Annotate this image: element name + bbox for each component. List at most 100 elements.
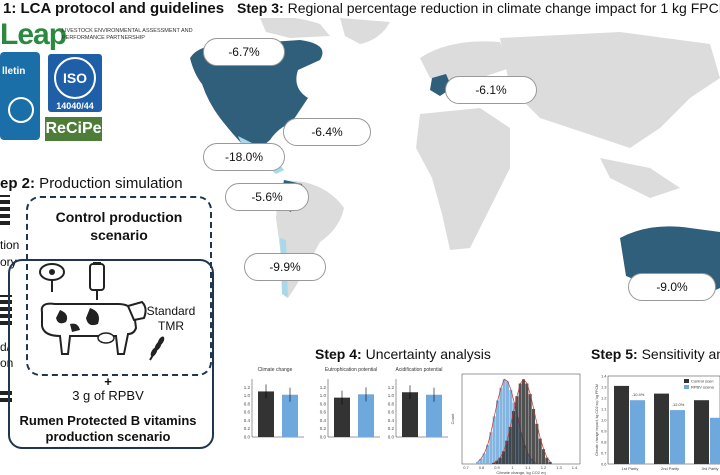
bar <box>654 393 669 464</box>
histogram-bar <box>489 432 493 464</box>
southeast-asia <box>600 158 680 198</box>
y-tick-label: 1.2 <box>320 385 327 390</box>
step4-title: Step 4: Uncertainty analysis <box>315 346 491 362</box>
histogram-bar <box>515 396 519 464</box>
histogram-bar <box>512 411 516 464</box>
histogram-bar <box>502 451 506 464</box>
y-tick-label: 0.4 <box>388 418 395 423</box>
histogram-bar <box>496 400 500 464</box>
histogram-bar <box>498 457 502 464</box>
histogram-bar <box>486 444 490 464</box>
histogram-bar <box>545 457 549 464</box>
chart-title: Acidification potential <box>395 367 443 373</box>
bar <box>630 400 645 464</box>
histogram-bar <box>528 394 532 464</box>
y-tick-label: 0.2 <box>244 426 251 431</box>
legend-swatch <box>684 379 689 383</box>
control-scenario-label: Control production scenario <box>55 209 183 243</box>
y-tick-label: 1.0 <box>601 418 607 423</box>
y-tick-label: 0.6 <box>320 410 327 415</box>
y-tick-label: 0.6 <box>601 462 607 467</box>
histogram-bar <box>499 387 503 464</box>
cow-feed-illustration <box>39 262 165 361</box>
x-tick-label: 3rd Parity <box>701 466 718 471</box>
y-tick-label: 0.4 <box>320 418 327 423</box>
region-label-chile: -9.9% <box>244 253 326 281</box>
histogram-bar <box>508 426 512 464</box>
region-label-north-america: -6.7% <box>203 38 285 66</box>
histogram-bar <box>502 379 506 464</box>
rpbv-scenario-label: Rumen Protected B vitamins production sce… <box>19 413 197 444</box>
wheat-icon <box>149 336 165 361</box>
y-tick-label: 0.8 <box>320 401 327 406</box>
region-label-france: -6.1% <box>445 76 537 104</box>
histogram-bar <box>492 462 496 464</box>
eutrophication-chart: 0.0 0.2 0.4 0.6 0.8 1.0 1.2 <box>320 379 380 440</box>
legend-swatch <box>684 385 689 389</box>
side-text: tion <box>0 238 20 252</box>
histogram-bar <box>525 383 529 464</box>
y-tick-label: 0.6 <box>388 410 395 415</box>
sensitivity-chart: Climate change impact, kg CO2 eq / kg FP… <box>595 374 720 471</box>
leap-logo: Leap <box>0 18 67 51</box>
step3-title: Step 3: Regional percentage reduction in… <box>237 0 720 16</box>
histogram-bar <box>538 438 542 464</box>
histogram-bar <box>505 440 509 464</box>
region-label-mexico: -18.0% <box>203 143 285 171</box>
x-tick-label: 0.8 <box>479 465 485 470</box>
iso-badge: ISO 14040/44 <box>48 54 102 112</box>
y-tick-label: 1.2 <box>244 385 251 390</box>
bar <box>426 394 442 437</box>
bar <box>710 417 720 464</box>
bar <box>402 392 418 437</box>
bulletin-badge: lletin <box>0 52 40 140</box>
y-tick-label: 0.2 <box>388 426 395 431</box>
bar <box>258 391 274 437</box>
y-tick-label: 0.0 <box>320 435 327 440</box>
y-tick-label: 0.2 <box>320 426 327 431</box>
region-label-colombia: -5.6% <box>225 183 309 211</box>
rpbv-scenario-box <box>8 259 214 449</box>
uncertainty-histogram: 0.7 0.8 0.9 1 1.1 1.2 1.3 1.4 Climate change, kg… <box>450 373 581 475</box>
step1-title: 1: LCA protocol and guidelines <box>3 0 225 17</box>
rpbv-amount: 3 g of RPBV <box>72 388 144 403</box>
y-tick-label: 0.8 <box>244 401 251 406</box>
africa <box>416 108 510 250</box>
bar <box>358 394 374 437</box>
milk-bottle-icon <box>89 262 105 300</box>
density-curve <box>493 378 551 464</box>
x-tick-label: 1.4 <box>572 465 578 470</box>
y-tick-label: 0.8 <box>601 440 607 445</box>
greenland <box>340 18 390 44</box>
legend-label: RPBV scena <box>691 385 714 390</box>
recipe-logo: ReCiPe <box>45 117 102 141</box>
x-tick-label: 1.2 <box>541 465 547 470</box>
step5-title: Step 5: Sensitivity ana <box>591 346 720 362</box>
x-axis-label: Climate change, kg CO2 eq <box>496 470 545 475</box>
x-tick-label: 1 <box>511 465 514 470</box>
y-tick-label: 1.4 <box>601 374 607 379</box>
standard-tmr-label: Standard TMR <box>146 304 196 333</box>
y-tick-label: 1.2 <box>388 385 395 390</box>
x-tick-label: 1.3 <box>556 465 562 470</box>
y-tick-label: 1.0 <box>388 393 395 398</box>
y-tick-label: 1.1 <box>601 407 607 412</box>
x-tick-label: 1st Parity <box>622 466 639 471</box>
acidification-chart: 0.0 0.2 0.4 0.6 0.8 1.0 1.2 <box>388 379 448 440</box>
y-tick-label: 1.2 <box>601 396 607 401</box>
y-tick-label: 0.0 <box>388 435 395 440</box>
y-tick-label: 0.0 <box>244 435 251 440</box>
y-tick-label: 0.4 <box>244 418 251 423</box>
side-text: on <box>0 356 14 370</box>
histogram-bar <box>518 383 522 464</box>
y-tick-label: 0.7 <box>601 451 607 456</box>
x-tick-label: 1.1 <box>525 465 531 470</box>
bar <box>282 394 298 437</box>
plus-sign: + <box>104 374 112 389</box>
x-tick-label: 2nd Parity <box>661 466 679 471</box>
leap-subtitle: LIVESTOCK ENVIRONMENTAL ASSESSMENT AND PE… <box>62 28 193 41</box>
region-label-usa: -6.4% <box>283 118 371 146</box>
histogram-bar <box>482 453 486 464</box>
y-tick-label: 1.0 <box>244 393 251 398</box>
meat-icon <box>39 263 65 292</box>
